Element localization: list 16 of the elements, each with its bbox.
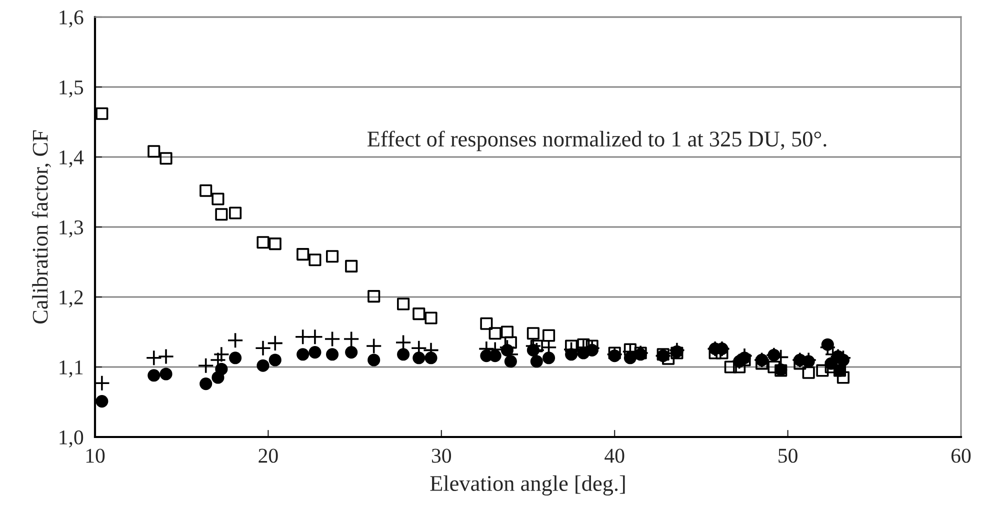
x-tick-label: 50 <box>778 448 798 463</box>
y-tick-label: 1,4 <box>60 150 84 168</box>
y-tick-label: 1,2 <box>60 290 83 308</box>
y-tick-label: 1,3 <box>60 220 84 238</box>
x-tick-label: 30 <box>432 448 452 463</box>
y-tick-label: 1,1 <box>60 360 83 378</box>
y-tick-label: 1,6 <box>60 10 84 28</box>
x-axis-title: Elevation angle [deg.] <box>430 475 625 496</box>
x-tick-label: 40 <box>604 448 624 463</box>
annotation: Effect of responses normalized to 1 at 325 DU, 50°. <box>367 130 826 152</box>
x-tick-label: 60 <box>951 448 971 463</box>
x-tick-label: 20 <box>258 448 278 463</box>
x-tick-label: 10 <box>86 448 105 463</box>
y-tick-label: 1,0 <box>60 430 84 448</box>
y-tick-label: 1,5 <box>60 80 84 98</box>
y-axis-title: Calibration factor, CF <box>32 130 51 324</box>
